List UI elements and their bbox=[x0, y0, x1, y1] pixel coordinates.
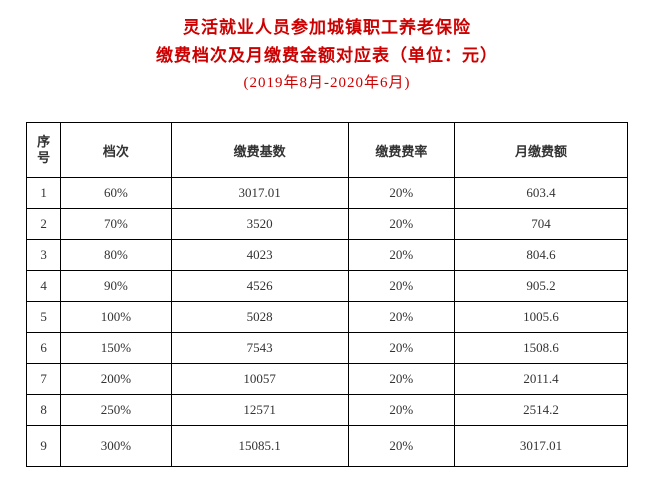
cell-seq: 8 bbox=[27, 395, 61, 426]
table-body: 1 60% 3017.01 20% 603.4 2 70% 3520 20% 7… bbox=[27, 178, 628, 467]
title-period: (2019年8月-2020年6月) bbox=[0, 70, 654, 96]
cell-tier: 60% bbox=[61, 178, 172, 209]
col-seq-char1: 序 bbox=[37, 134, 50, 149]
cell-rate: 20% bbox=[348, 333, 455, 364]
table-row: 6 150% 7543 20% 1508.6 bbox=[27, 333, 628, 364]
title-line-1: 灵活就业人员参加城镇职工养老保险 bbox=[0, 14, 654, 42]
cell-amount: 905.2 bbox=[455, 271, 628, 302]
cell-amount: 1508.6 bbox=[455, 333, 628, 364]
cell-base: 4023 bbox=[171, 240, 348, 271]
cell-seq: 1 bbox=[27, 178, 61, 209]
cell-seq: 6 bbox=[27, 333, 61, 364]
cell-tier: 250% bbox=[61, 395, 172, 426]
cell-rate: 20% bbox=[348, 302, 455, 333]
table-row: 3 80% 4023 20% 804.6 bbox=[27, 240, 628, 271]
cell-base: 5028 bbox=[171, 302, 348, 333]
cell-amount: 3017.01 bbox=[455, 426, 628, 467]
cell-seq: 7 bbox=[27, 364, 61, 395]
cell-amount: 1005.6 bbox=[455, 302, 628, 333]
cell-seq: 2 bbox=[27, 209, 61, 240]
cell-base: 12571 bbox=[171, 395, 348, 426]
cell-amount: 603.4 bbox=[455, 178, 628, 209]
cell-tier: 90% bbox=[61, 271, 172, 302]
table-row: 8 250% 12571 20% 2514.2 bbox=[27, 395, 628, 426]
cell-rate: 20% bbox=[348, 209, 455, 240]
table-row: 5 100% 5028 20% 1005.6 bbox=[27, 302, 628, 333]
cell-tier: 80% bbox=[61, 240, 172, 271]
table-header-row: 序 号 档次 缴费基数 缴费费率 月缴费额 bbox=[27, 123, 628, 178]
cell-rate: 20% bbox=[348, 240, 455, 271]
cell-base: 3520 bbox=[171, 209, 348, 240]
col-seq: 序 号 bbox=[27, 123, 61, 178]
cell-seq: 5 bbox=[27, 302, 61, 333]
table-row: 2 70% 3520 20% 704 bbox=[27, 209, 628, 240]
cell-tier: 70% bbox=[61, 209, 172, 240]
cell-seq: 9 bbox=[27, 426, 61, 467]
cell-tier: 100% bbox=[61, 302, 172, 333]
cell-rate: 20% bbox=[348, 178, 455, 209]
col-amount: 月缴费额 bbox=[455, 123, 628, 178]
col-rate: 缴费费率 bbox=[348, 123, 455, 178]
table-row: 9 300% 15085.1 20% 3017.01 bbox=[27, 426, 628, 467]
cell-base: 10057 bbox=[171, 364, 348, 395]
cell-amount: 2011.4 bbox=[455, 364, 628, 395]
cell-base: 7543 bbox=[171, 333, 348, 364]
cell-tier: 200% bbox=[61, 364, 172, 395]
cell-base: 15085.1 bbox=[171, 426, 348, 467]
col-base: 缴费基数 bbox=[171, 123, 348, 178]
cell-rate: 20% bbox=[348, 395, 455, 426]
cell-amount: 2514.2 bbox=[455, 395, 628, 426]
cell-seq: 3 bbox=[27, 240, 61, 271]
fee-table: 序 号 档次 缴费基数 缴费费率 月缴费额 1 60% 3017.01 20% … bbox=[26, 122, 628, 467]
cell-base: 4526 bbox=[171, 271, 348, 302]
cell-rate: 20% bbox=[348, 364, 455, 395]
col-tier: 档次 bbox=[61, 123, 172, 178]
cell-base: 3017.01 bbox=[171, 178, 348, 209]
document-header: 灵活就业人员参加城镇职工养老保险 缴费档次及月缴费金额对应表（单位：元） (20… bbox=[0, 0, 654, 102]
cell-tier: 150% bbox=[61, 333, 172, 364]
cell-seq: 4 bbox=[27, 271, 61, 302]
table-row: 1 60% 3017.01 20% 603.4 bbox=[27, 178, 628, 209]
title-line-2: 缴费档次及月缴费金额对应表（单位：元） bbox=[0, 42, 654, 70]
cell-amount: 704 bbox=[455, 209, 628, 240]
cell-amount: 804.6 bbox=[455, 240, 628, 271]
table-row: 7 200% 10057 20% 2011.4 bbox=[27, 364, 628, 395]
col-seq-char2: 号 bbox=[37, 150, 50, 165]
table-row: 4 90% 4526 20% 905.2 bbox=[27, 271, 628, 302]
table-container: 序 号 档次 缴费基数 缴费费率 月缴费额 1 60% 3017.01 20% … bbox=[0, 102, 654, 467]
cell-rate: 20% bbox=[348, 426, 455, 467]
cell-rate: 20% bbox=[348, 271, 455, 302]
cell-tier: 300% bbox=[61, 426, 172, 467]
